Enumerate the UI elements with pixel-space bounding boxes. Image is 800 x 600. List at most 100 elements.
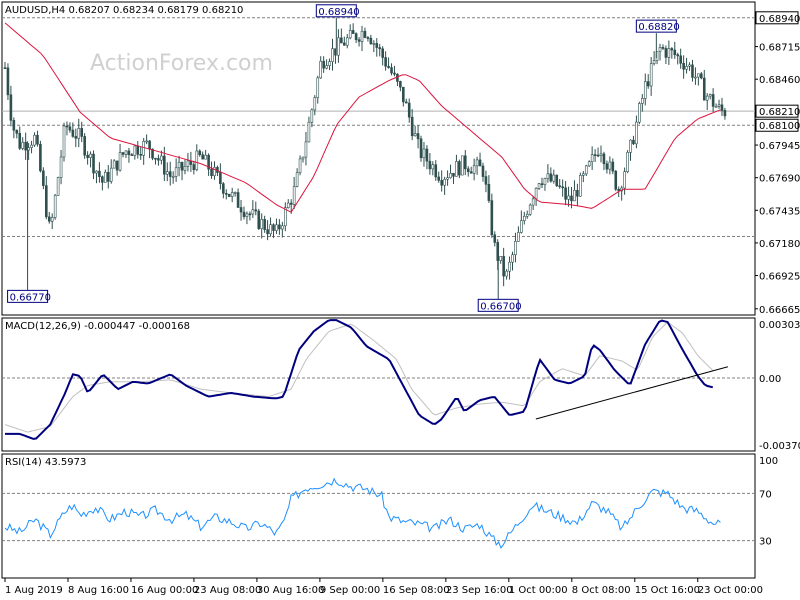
candle-body — [121, 152, 125, 155]
candle-body — [145, 140, 148, 143]
candle-body — [36, 134, 39, 145]
candle-body — [605, 163, 609, 170]
candle-body — [714, 106, 718, 108]
candle-body — [263, 219, 266, 230]
candle-body — [354, 33, 358, 41]
candle-body — [33, 134, 36, 146]
candle-body — [416, 133, 420, 140]
candle-body — [257, 210, 261, 229]
macd-title: MACD(12,26,9) -0.000447 -0.000168 — [5, 321, 190, 332]
macd-y-label: 0.00 — [759, 374, 781, 385]
x-tick-label: 1 Aug 2019 — [5, 585, 63, 596]
candle-body — [56, 177, 60, 196]
candle-body — [393, 72, 396, 75]
candle-body — [425, 148, 429, 162]
candle-body — [546, 173, 550, 179]
candle-body — [139, 154, 143, 156]
candle-body — [561, 186, 564, 189]
candle-body — [673, 49, 677, 55]
candle-body — [295, 172, 299, 187]
candle-body — [694, 76, 697, 79]
candle-body — [50, 217, 54, 222]
rsi-panel-frame — [1, 453, 756, 579]
candle-body — [390, 67, 393, 74]
price-candles — [3, 17, 727, 305]
rsi-y-label: 70 — [759, 489, 772, 500]
x-tick-label: 8 Aug 16:00 — [68, 585, 129, 596]
candle-body — [602, 153, 606, 165]
candle-body — [570, 195, 573, 202]
candle-body — [517, 232, 520, 242]
candle-body — [204, 154, 207, 160]
candle-body — [18, 133, 22, 149]
candle-body — [413, 133, 417, 137]
candle-body — [688, 64, 691, 67]
candle-body — [357, 39, 361, 42]
candle-body — [466, 168, 470, 173]
candle-body — [86, 154, 89, 158]
candle-body — [239, 207, 243, 213]
macd-y-label: 0.003031 — [759, 320, 800, 331]
macd-y-axis: 0.003031 0.00 -0.003706 — [759, 320, 800, 452]
candle-body — [437, 176, 441, 181]
candle-body — [452, 172, 455, 177]
price-annotation-text: 0.66700 — [480, 301, 521, 312]
candle-body — [289, 202, 293, 205]
candle-body — [106, 171, 110, 182]
candle-body — [118, 152, 122, 171]
candle-body — [251, 209, 255, 215]
candle-body — [101, 176, 104, 183]
candle-body — [74, 136, 78, 139]
candle-body — [210, 168, 213, 177]
candle-body — [351, 30, 355, 34]
candle-body — [590, 154, 594, 163]
candle-body — [195, 150, 199, 170]
candle-body — [402, 86, 405, 103]
candle-body — [177, 161, 181, 169]
x-tick-label: 16 Aug 00:00 — [131, 585, 198, 596]
candle-body — [224, 193, 228, 195]
candle-body — [325, 65, 328, 69]
candle-body — [372, 43, 376, 45]
candle-body — [334, 48, 337, 56]
macd-lines — [2, 319, 755, 440]
candle-body — [281, 225, 284, 230]
candle-body — [39, 143, 42, 172]
y-price-box — [755, 118, 799, 132]
candle-body — [192, 164, 196, 170]
candle-body — [475, 159, 479, 167]
candle-body — [691, 64, 694, 78]
candle-body — [582, 173, 585, 176]
y-price-box — [755, 104, 799, 118]
candle-body — [9, 94, 13, 121]
candle-body — [670, 48, 674, 51]
candle-body — [652, 60, 656, 64]
candle-body — [71, 129, 75, 137]
candle-body — [174, 167, 178, 177]
candle-body — [549, 173, 553, 182]
candle-body — [723, 110, 727, 117]
candle-body — [183, 166, 187, 171]
candle-body — [366, 37, 370, 39]
candle-body — [676, 54, 680, 57]
candle-body — [133, 145, 137, 156]
candle-body — [469, 171, 473, 174]
candle-body — [608, 161, 612, 170]
candle-body — [643, 81, 647, 99]
candle-body — [472, 165, 476, 174]
candle-body — [720, 104, 724, 111]
candle-body — [168, 171, 172, 177]
candle-body — [378, 47, 382, 50]
candle-body — [629, 139, 632, 153]
y-tick-label: 0.68210 — [759, 107, 800, 118]
candle-body — [428, 160, 432, 170]
candle-body — [682, 62, 685, 70]
candle-body — [157, 158, 160, 161]
y-tick-label: 0.68940 — [759, 14, 800, 25]
candle-body — [227, 193, 231, 197]
candle-body — [646, 81, 650, 87]
x-tick-label: 1 Oct 00:00 — [509, 585, 568, 596]
candle-body — [458, 161, 461, 176]
candle-body — [266, 229, 269, 235]
